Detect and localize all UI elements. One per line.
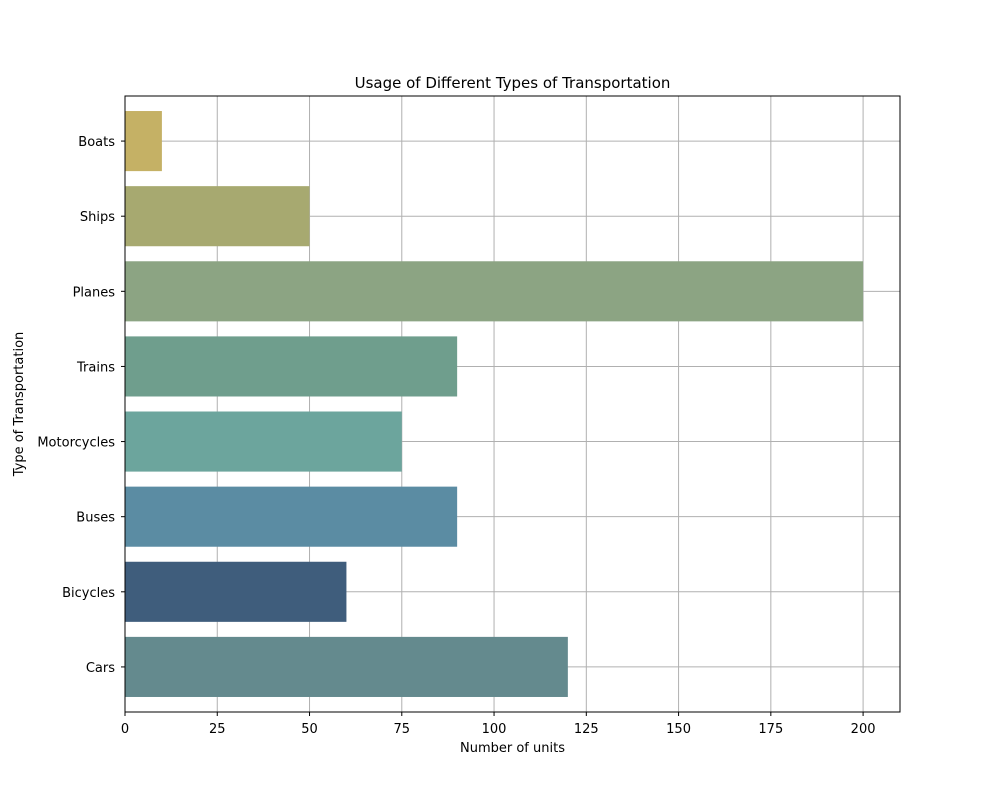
bar-trains — [125, 336, 458, 397]
bars — [125, 111, 864, 697]
bar-motorcycles — [125, 411, 402, 472]
x-axis-ticks: 0 25 50 75 100 125 150 175 200 — [121, 712, 876, 737]
x-tick-label: 200 — [851, 722, 876, 737]
bar-bicycles — [125, 561, 347, 622]
y-tick-label-motorcycles: Motorcycles — [37, 436, 115, 451]
bar-buses — [125, 486, 458, 547]
y-tick-label-ships: Ships — [80, 210, 115, 225]
x-tick-label: 25 — [209, 722, 226, 737]
x-tick-label: 150 — [666, 722, 691, 737]
y-tick-label-buses: Buses — [76, 511, 115, 526]
x-tick-label: 175 — [758, 722, 783, 737]
chart-title: Usage of Different Types of Transportati… — [355, 74, 671, 92]
x-tick-label: 100 — [482, 722, 507, 737]
bar-cars — [125, 636, 568, 697]
bar-boats — [125, 111, 162, 172]
x-tick-label: 50 — [301, 722, 318, 737]
y-tick-label-boats: Boats — [78, 135, 115, 150]
y-tick-label-bicycles: Bicycles — [62, 586, 115, 601]
x-tick-label: 75 — [394, 722, 411, 737]
x-axis-label: Number of units — [460, 741, 565, 756]
x-tick-label: 125 — [574, 722, 599, 737]
x-tick-label: 0 — [121, 722, 129, 737]
y-tick-label-trains: Trains — [76, 360, 115, 375]
plot-frame — [124, 95, 901, 713]
y-axis-label: Type of Transportation — [12, 332, 27, 478]
y-tick-label-cars: Cars — [86, 661, 115, 676]
bar-ships — [125, 186, 310, 247]
bar-planes — [125, 261, 864, 322]
y-axis-ticks: Cars Bicycles Buses Motorcycles Trains Planes… — [37, 135, 125, 676]
y-tick-label-planes: Planes — [73, 285, 116, 300]
